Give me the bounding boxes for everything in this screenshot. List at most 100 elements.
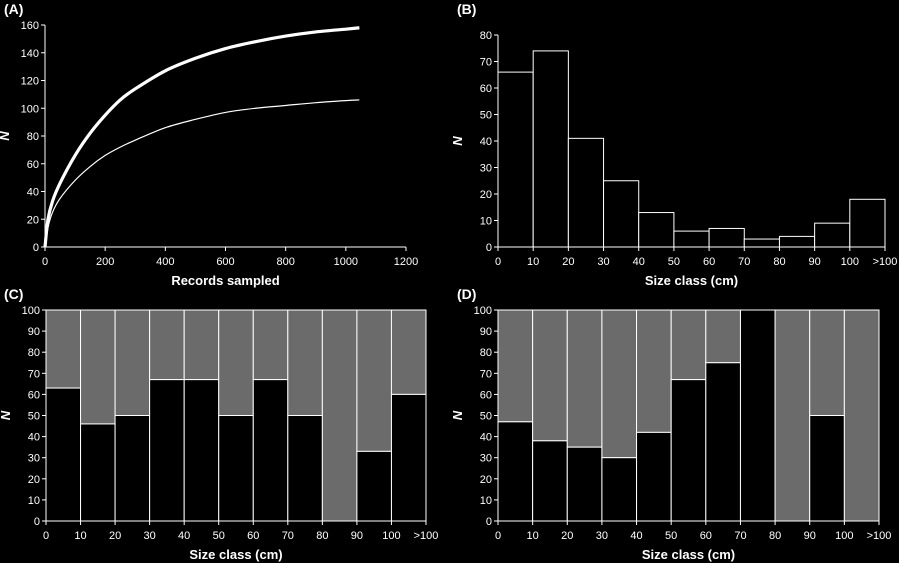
y-tick-label: 40 bbox=[480, 432, 492, 444]
x-tick-label: >100 bbox=[414, 530, 439, 542]
series-line-thin bbox=[44, 99, 360, 248]
y-tick-label: 60 bbox=[480, 83, 492, 95]
y-tick-label: 30 bbox=[28, 453, 40, 465]
bar-upper-segment bbox=[45, 309, 82, 389]
x-tick-label: 800 bbox=[276, 256, 294, 268]
bar-lower-segment bbox=[566, 446, 603, 522]
x-tick-label: 80 bbox=[769, 530, 781, 542]
y-tick-label: 90 bbox=[480, 326, 492, 338]
bar-upper-segment bbox=[149, 309, 185, 381]
histogram-bar bbox=[497, 71, 534, 248]
y-tick-label: 90 bbox=[28, 326, 40, 338]
bar-lower-segment bbox=[390, 393, 427, 522]
panel-label: (B) bbox=[457, 1, 476, 17]
histogram-bar bbox=[778, 235, 816, 248]
x-tick-label: 30 bbox=[596, 530, 608, 542]
y-tick-label: 0 bbox=[33, 242, 39, 254]
y-tick-label: 0 bbox=[486, 516, 492, 528]
y-tick-label: 70 bbox=[480, 368, 492, 380]
y-tick-label: 100 bbox=[474, 305, 492, 317]
x-tick-label: >100 bbox=[867, 530, 892, 542]
x-tick-label: 70 bbox=[738, 256, 750, 268]
y-tick-label: 60 bbox=[28, 389, 40, 401]
bar-lower-segment bbox=[149, 379, 185, 522]
x-tick-label: 90 bbox=[351, 530, 363, 542]
x-axis-label: Records sampled bbox=[171, 273, 279, 288]
bar-upper-segment bbox=[601, 309, 638, 459]
y-tick-label: 10 bbox=[480, 495, 492, 507]
y-tick-label: 40 bbox=[480, 136, 492, 148]
x-tick-label: 70 bbox=[282, 530, 294, 542]
y-tick-label: 50 bbox=[480, 411, 492, 423]
x-tick-label: 1000 bbox=[334, 256, 358, 268]
y-tick-label: 160 bbox=[21, 20, 39, 32]
x-tick-label: 80 bbox=[773, 256, 785, 268]
x-axis-label: Size class (cm) bbox=[642, 547, 735, 562]
histogram-bar bbox=[673, 230, 710, 248]
bar-upper-segment bbox=[566, 309, 603, 448]
histogram-bar bbox=[708, 227, 745, 248]
y-tick-label: 70 bbox=[28, 368, 40, 380]
x-tick-label: 100 bbox=[835, 530, 853, 542]
x-tick-label: 10 bbox=[527, 530, 539, 542]
y-tick-label: 0 bbox=[486, 242, 492, 254]
bar-upper-segment bbox=[356, 309, 392, 452]
y-tick-label: 50 bbox=[480, 110, 492, 122]
bar-upper-segment bbox=[532, 309, 568, 442]
bar-lower-segment bbox=[183, 379, 220, 522]
x-tick-label: 0 bbox=[495, 530, 501, 542]
y-tick-label: 100 bbox=[22, 305, 40, 317]
x-tick-label: 100 bbox=[841, 256, 859, 268]
x-tick-label: 50 bbox=[213, 530, 225, 542]
y-tick-label: 20 bbox=[480, 189, 492, 201]
x-axis-label: Size class (cm) bbox=[645, 273, 738, 288]
bar-lower-segment bbox=[252, 379, 289, 522]
y-axis-label: N bbox=[0, 131, 12, 141]
x-tick-label: 50 bbox=[665, 530, 677, 542]
histogram-bar bbox=[743, 238, 780, 248]
x-tick-label: 90 bbox=[809, 256, 821, 268]
y-axis-label: N bbox=[0, 410, 13, 420]
x-tick-label: 20 bbox=[562, 256, 574, 268]
y-tick-label: 80 bbox=[480, 347, 492, 359]
y-tick-label: 80 bbox=[480, 30, 492, 42]
x-tick-label: 60 bbox=[247, 530, 259, 542]
bar-upper-segment bbox=[774, 309, 811, 522]
bar-upper-segment bbox=[321, 309, 358, 522]
x-tick-label: 90 bbox=[804, 530, 816, 542]
y-tick-label: 30 bbox=[480, 453, 492, 465]
x-axis-label: Size class (cm) bbox=[189, 547, 282, 562]
y-tick-label: 0 bbox=[34, 516, 40, 528]
bar-upper-segment bbox=[218, 309, 254, 416]
y-tick-label: 70 bbox=[480, 57, 492, 69]
x-tick-label: 60 bbox=[700, 530, 712, 542]
histogram-bar bbox=[849, 198, 886, 248]
bar-upper-segment bbox=[670, 309, 707, 381]
bar-upper-segment bbox=[390, 309, 427, 395]
y-tick-label: 80 bbox=[27, 131, 39, 143]
y-tick-label: 140 bbox=[21, 48, 39, 60]
x-tick-label: 0 bbox=[495, 256, 501, 268]
y-tick-label: 60 bbox=[480, 389, 492, 401]
bar-lower-segment bbox=[739, 309, 776, 522]
y-tick-label: 80 bbox=[28, 347, 40, 359]
histogram-bar bbox=[638, 212, 675, 248]
x-tick-label: 10 bbox=[74, 530, 86, 542]
x-tick-label: 70 bbox=[734, 530, 746, 542]
y-tick-label: 20 bbox=[28, 474, 40, 486]
bar-lower-segment bbox=[218, 415, 254, 522]
bar-upper-segment bbox=[705, 309, 741, 364]
y-tick-label: 120 bbox=[21, 76, 39, 88]
bar-upper-segment bbox=[183, 309, 220, 381]
y-tick-label: 10 bbox=[480, 216, 492, 228]
y-axis-label: N bbox=[450, 410, 465, 420]
panel-label: (D) bbox=[457, 286, 476, 302]
x-tick-label: 10 bbox=[527, 256, 539, 268]
bar-upper-segment bbox=[114, 309, 151, 416]
x-tick-label: 0 bbox=[42, 256, 48, 268]
bar-lower-segment bbox=[636, 431, 672, 522]
series-line-thick bbox=[43, 26, 360, 248]
x-tick-label: 30 bbox=[144, 530, 156, 542]
bar-upper-segment bbox=[80, 309, 116, 425]
bar-lower-segment bbox=[80, 423, 116, 522]
